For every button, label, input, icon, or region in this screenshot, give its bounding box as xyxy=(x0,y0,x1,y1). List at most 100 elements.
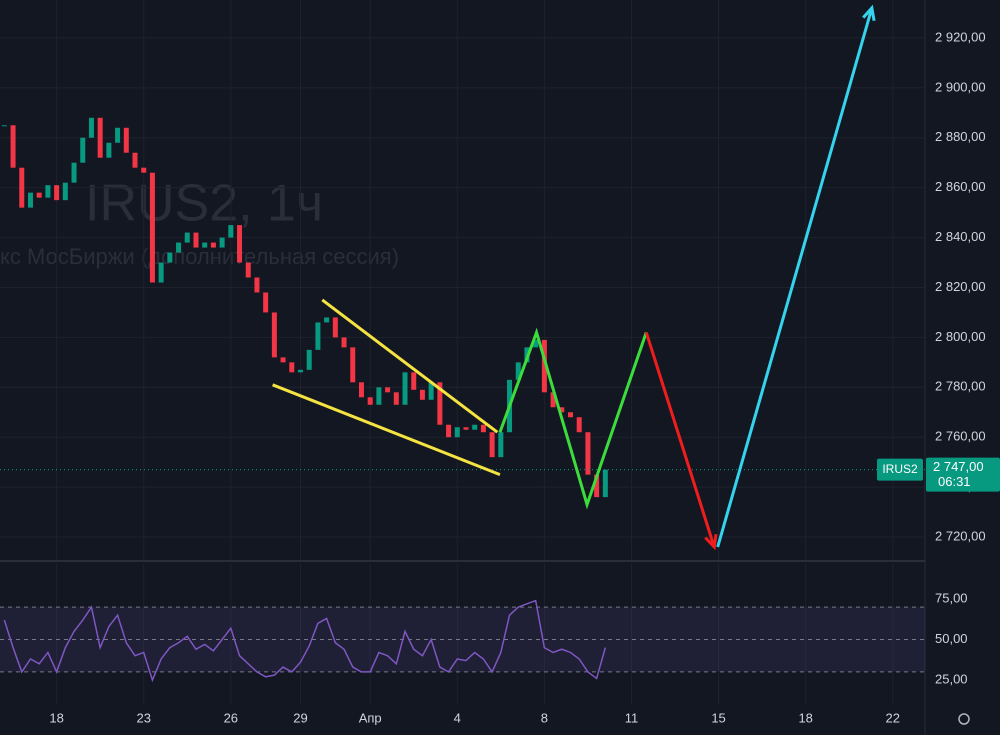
y-tick-label: 75,00 xyxy=(935,590,968,605)
candle xyxy=(132,152,138,168)
candle xyxy=(158,262,164,283)
candle xyxy=(559,407,565,413)
symbol-label: IRUS2 xyxy=(882,462,918,476)
candle xyxy=(306,349,312,370)
candle xyxy=(437,382,443,425)
candle xyxy=(393,392,399,405)
candle xyxy=(350,347,356,383)
candle xyxy=(54,185,60,201)
candle xyxy=(193,232,199,248)
candle xyxy=(358,382,364,398)
candle xyxy=(402,372,408,405)
candle xyxy=(167,252,173,263)
candle xyxy=(237,225,243,263)
y-tick-label: 2 720,00 xyxy=(935,528,986,543)
candle xyxy=(515,362,521,380)
watermark-sub: кс МосБиржи (дополнительная сессия) xyxy=(0,244,399,269)
candle xyxy=(271,312,277,358)
candle xyxy=(376,387,382,405)
candle xyxy=(428,382,434,400)
y-tick-label: 2 880,00 xyxy=(935,129,986,144)
y-tick-label: 2 920,00 xyxy=(935,29,986,44)
candle xyxy=(184,232,190,243)
candle xyxy=(123,127,129,153)
y-tick-label: 2 780,00 xyxy=(935,379,986,394)
candle xyxy=(263,292,269,313)
x-tick-label: 11 xyxy=(625,710,639,725)
y-tick-label: 2 860,00 xyxy=(935,179,986,194)
candle xyxy=(141,167,147,173)
y-tick-label: 2 760,00 xyxy=(935,429,986,444)
candle xyxy=(10,125,16,168)
x-tick-label: 26 xyxy=(224,710,238,725)
x-tick-label: 15 xyxy=(711,710,725,725)
y-tick-label: 50,00 xyxy=(935,631,968,646)
candle xyxy=(419,389,425,400)
candle xyxy=(385,387,391,393)
candle xyxy=(533,339,539,348)
candle xyxy=(472,424,478,430)
candle xyxy=(62,182,68,201)
candle xyxy=(71,162,77,183)
candle xyxy=(297,369,303,373)
candle xyxy=(27,192,33,208)
candle xyxy=(115,127,121,143)
candle xyxy=(367,397,373,405)
candle xyxy=(568,412,574,418)
x-tick-label: 18 xyxy=(49,710,63,725)
candle xyxy=(1,125,7,127)
candle xyxy=(228,225,234,238)
candle xyxy=(45,185,51,198)
candle xyxy=(594,474,600,498)
candle xyxy=(202,242,208,248)
candle xyxy=(498,432,504,458)
y-tick-label: 2 840,00 xyxy=(935,229,986,244)
candle xyxy=(254,277,260,293)
candle xyxy=(219,237,225,248)
x-tick-label: 8 xyxy=(541,710,548,725)
candle xyxy=(97,117,103,158)
candle xyxy=(324,317,330,323)
x-tick-label: 23 xyxy=(136,710,150,725)
candle xyxy=(280,357,286,363)
x-tick-label: 4 xyxy=(454,710,461,725)
candle xyxy=(332,317,338,338)
watermark: IRUS2, 1ч xyxy=(85,175,323,233)
y-tick-label: 2 820,00 xyxy=(935,279,986,294)
candle xyxy=(411,372,417,390)
x-tick-label: Апр xyxy=(359,710,382,725)
candle xyxy=(88,117,94,138)
candle xyxy=(245,262,251,278)
candle xyxy=(289,362,295,373)
candle xyxy=(585,432,591,475)
candle xyxy=(576,417,582,433)
price-label: 2 747,00 xyxy=(933,459,984,474)
candle xyxy=(454,427,460,438)
y-tick-label: 25,00 xyxy=(935,671,968,686)
symbol-badge xyxy=(877,458,923,481)
candle xyxy=(541,339,547,393)
rsi-line xyxy=(3,599,607,683)
candle xyxy=(106,142,112,158)
x-tick-label: 29 xyxy=(293,710,307,725)
candle xyxy=(446,424,452,438)
candle xyxy=(210,242,216,248)
candle xyxy=(341,337,347,348)
drawing-line xyxy=(498,327,648,510)
candle xyxy=(80,137,86,163)
drawing-line xyxy=(321,298,499,434)
settings-icon[interactable] xyxy=(958,713,970,725)
candle xyxy=(19,167,25,208)
candle xyxy=(550,392,556,408)
price-badge xyxy=(926,457,1000,492)
arrow-head xyxy=(704,533,718,551)
candle xyxy=(176,242,182,253)
candle xyxy=(315,322,321,350)
drawing-line xyxy=(716,7,874,548)
candle xyxy=(149,172,155,283)
drawing-line xyxy=(644,331,716,548)
y-tick-label: 2 800,00 xyxy=(935,329,986,344)
x-tick-label: 18 xyxy=(798,710,812,725)
